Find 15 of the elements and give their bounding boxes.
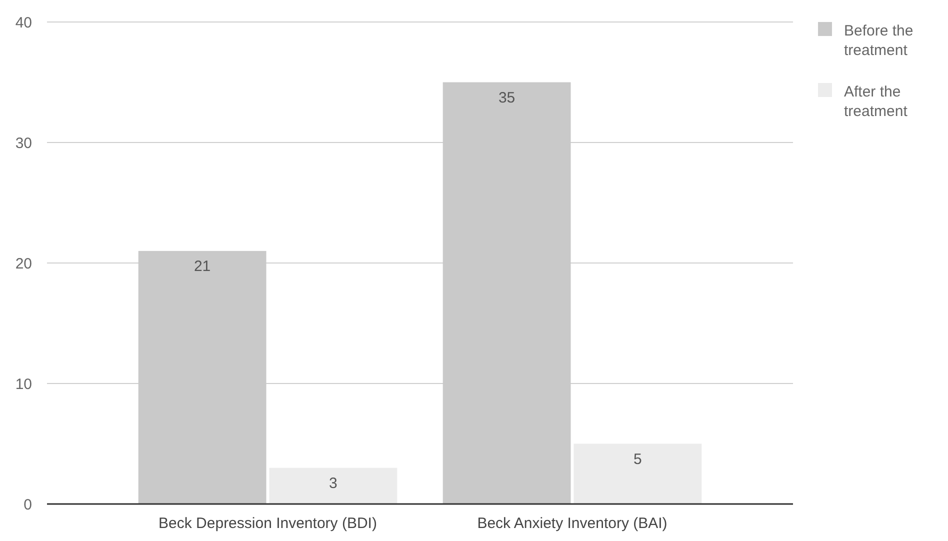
- y-tick-label: 30: [15, 134, 32, 152]
- data-label: 5: [634, 450, 642, 468]
- data-label: 35: [498, 89, 516, 106]
- legend-label: After the treatment: [844, 83, 908, 120]
- bar: [574, 444, 702, 504]
- x-tick-label: Beck Depression Inventory (BDI): [158, 515, 377, 532]
- y-tick-label: 10: [15, 376, 32, 393]
- y-tick-label: 40: [15, 14, 32, 32]
- legend-label: Before the treatment: [844, 22, 914, 59]
- bar: [269, 468, 398, 504]
- y-tick-label: 0: [24, 496, 32, 514]
- y-tick-label: 20: [15, 255, 32, 272]
- x-tick-label: Beck Anxiety Inventory (BAI): [477, 515, 668, 532]
- data-label: 21: [194, 258, 211, 275]
- data-label: 3: [329, 474, 338, 492]
